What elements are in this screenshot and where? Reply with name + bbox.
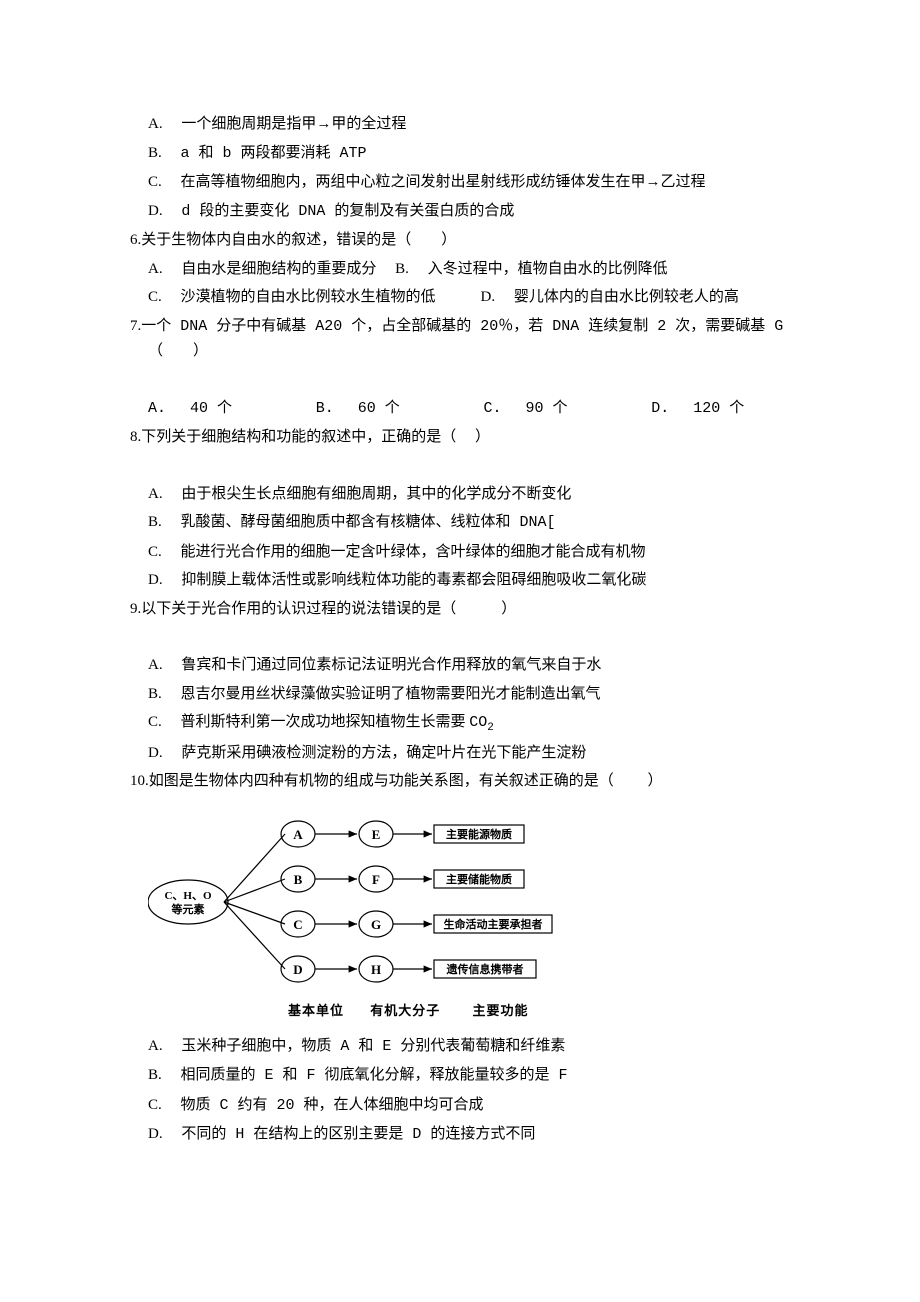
organic-compound-diagram: C、H、O等元素 A B C D E F G H 主要能源物质主要储能物质生命活动主要承担者遗传信… (148, 804, 568, 999)
q8-option-c: C. 能进行光合作用的细胞一定含叶绿体，含叶绿体的细胞才能合成有机物 (110, 538, 820, 567)
label-main-function: 主要功能 (473, 1003, 529, 1018)
label-basic-unit: 基本单位 (288, 1003, 344, 1018)
q9-option-c: C. 普利斯特利第一次成功地探知植物生长需要 CO2 (110, 708, 820, 739)
svg-text:C、H、O: C、H、O (164, 890, 211, 902)
q7-option-a: A. 40 个 (148, 395, 232, 424)
q8-b-text: 乳酸菌、酵母菌细胞质中都含有核糖体、线粒体和 DNA[ (181, 514, 556, 531)
q10-diagram: C、H、O等元素 A B C D E F G H 主要能源物质主要储能物质生命活动主要承担者遗传信… (110, 796, 820, 1032)
q10-d-text: 不同的 H 在结构上的区别主要是 D 的连接方式不同 (181, 1126, 535, 1143)
q5-option-a: A. 一个细胞周期是指甲→甲的全过程 (110, 110, 820, 139)
q10-option-a: A. 玉米种子细胞中，物质 A 和 E 分别代表葡萄糖和纤维素 (110, 1032, 820, 1062)
q8-option-d: D. 抑制膜上载体活性或影响线粒体功能的毒素都会阻碍细胞吸收二氧化碳 (110, 566, 820, 595)
q6-stem: 6.关于生物体内自由水的叙述，错误的是（ ） (110, 226, 820, 255)
q10-b-prefix: B. (148, 1067, 181, 1083)
q9-c-prefix: C. 普利斯特利第一次成功地探知植物生长需要 (148, 714, 469, 730)
svg-text:主要储能物质: 主要储能物质 (446, 872, 512, 886)
q5-option-b: B. a 和 b 两段都要消耗 ATP (110, 139, 820, 169)
q9-c-sub: 2 (487, 722, 494, 734)
q7-option-d: D. 120 个 (651, 395, 744, 424)
label-macromolecule: 有机大分子 (370, 1003, 440, 1018)
q5-option-d: D. d 段的主要变化 DNA 的复制及有关蛋白质的合成 (110, 197, 820, 227)
svg-text:等元素: 等元素 (171, 902, 205, 916)
svg-text:H: H (371, 962, 381, 977)
q10-stem: 10.如图是生物体内四种有机物的组成与功能关系图，有关叙述正确的是（ ） (110, 767, 820, 796)
q10-option-b: B. 相同质量的 E 和 F 彻底氧化分解，释放能量较多的是 F (110, 1061, 820, 1091)
q5-b-prefix: B. (148, 145, 181, 161)
q10-b-text: 相同质量的 E 和 F 彻底氧化分解，释放能量较多的是 F (181, 1067, 568, 1084)
q8-stem: 8.下列关于细胞结构和功能的叙述中，正确的是（ ） (110, 423, 820, 452)
svg-text:遗传信息携带者: 遗传信息携带者 (446, 962, 524, 976)
q9-option-a: A. 鲁宾和卡门通过同位素标记法证明光合作用释放的氧气来自于水 (110, 651, 820, 680)
svg-text:F: F (372, 872, 380, 887)
q10-a-prefix: A. 玉米种子细胞中， (148, 1038, 301, 1054)
q8-b-prefix: B. (148, 514, 181, 530)
q7-option-b: B. 60 个 (316, 395, 400, 424)
svg-text:D: D (293, 962, 302, 977)
q10-d-prefix: D. (148, 1126, 181, 1142)
q10-a-text: 物质 A 和 E 分别代表葡萄糖和纤维素 (301, 1038, 565, 1055)
q7-paren: （ ） (110, 337, 820, 366)
q8-option-b: B. 乳酸菌、酵母菌细胞质中都含有核糖体、线粒体和 DNA[ (110, 508, 820, 538)
svg-text:B: B (294, 872, 303, 887)
diagram-bottom-labels: 基本单位 有机大分子 主要功能 (148, 999, 820, 1024)
q9-c-co: CO (469, 714, 487, 731)
q5-d-text: d 段的主要变化 DNA 的复制及有关蛋白质的合成 (181, 203, 514, 220)
svg-text:E: E (372, 827, 381, 842)
svg-text:C: C (293, 917, 302, 932)
svg-text:A: A (293, 827, 303, 842)
q7-options: A. 40 个 B. 60 个 C. 90 个 D. 120 个 (110, 394, 820, 424)
q7-option-c: C. 90 个 (484, 395, 568, 424)
q6-options-line2: C. 沙漠植物的自由水比例较水生植物的低 D. 婴儿体内的自由水比例较老人的高 (110, 283, 820, 312)
svg-text:生命活动主要承担者: 生命活动主要承担者 (444, 917, 543, 931)
q5-b-text: a 和 b 两段都要消耗 ATP (181, 145, 367, 162)
svg-text:G: G (371, 917, 381, 932)
q8-option-a: A. 由于根尖生长点细胞有细胞周期，其中的化学成分不断变化 (110, 480, 820, 509)
q7-stem-text: 一个 DNA 分子中有碱基 A20 个，占全部碱基的 20％，若 DNA 连续复… (141, 318, 783, 335)
q7-stem-num: 7. (130, 318, 141, 334)
q10-c-prefix: C. (148, 1097, 181, 1113)
q7-stem: 7.一个 DNA 分子中有碱基 A20 个，占全部碱基的 20％，若 DNA 连… (110, 312, 820, 342)
svg-text:主要能源物质: 主要能源物质 (446, 827, 512, 841)
q5-option-c: C. 在高等植物细胞内，两组中心粒之间发射出星射线形成纺锤体发生在甲→乙过程 (110, 168, 820, 197)
q10-c-text: 物质 C 约有 20 种，在人体细胞中均可合成 (181, 1097, 484, 1114)
q5-d-prefix: D. (148, 203, 181, 219)
q10-option-c: C. 物质 C 约有 20 种，在人体细胞中均可合成 (110, 1091, 820, 1121)
q6-options-line1: A. 自由水是细胞结构的重要成分 B. 入冬过程中，植物自由水的比例降低 (110, 255, 820, 284)
q10-option-d: D. 不同的 H 在结构上的区别主要是 D 的连接方式不同 (110, 1120, 820, 1150)
q9-option-d: D. 萨克斯采用碘液检测淀粉的方法，确定叶片在光下能产生淀粉 (110, 739, 820, 768)
q9-stem: 9.以下关于光合作用的认识过程的说法错误的是（ ） (110, 595, 820, 624)
q9-option-b: B. 恩吉尔曼用丝状绿藻做实验证明了植物需要阳光才能制造出氧气 (110, 680, 820, 709)
